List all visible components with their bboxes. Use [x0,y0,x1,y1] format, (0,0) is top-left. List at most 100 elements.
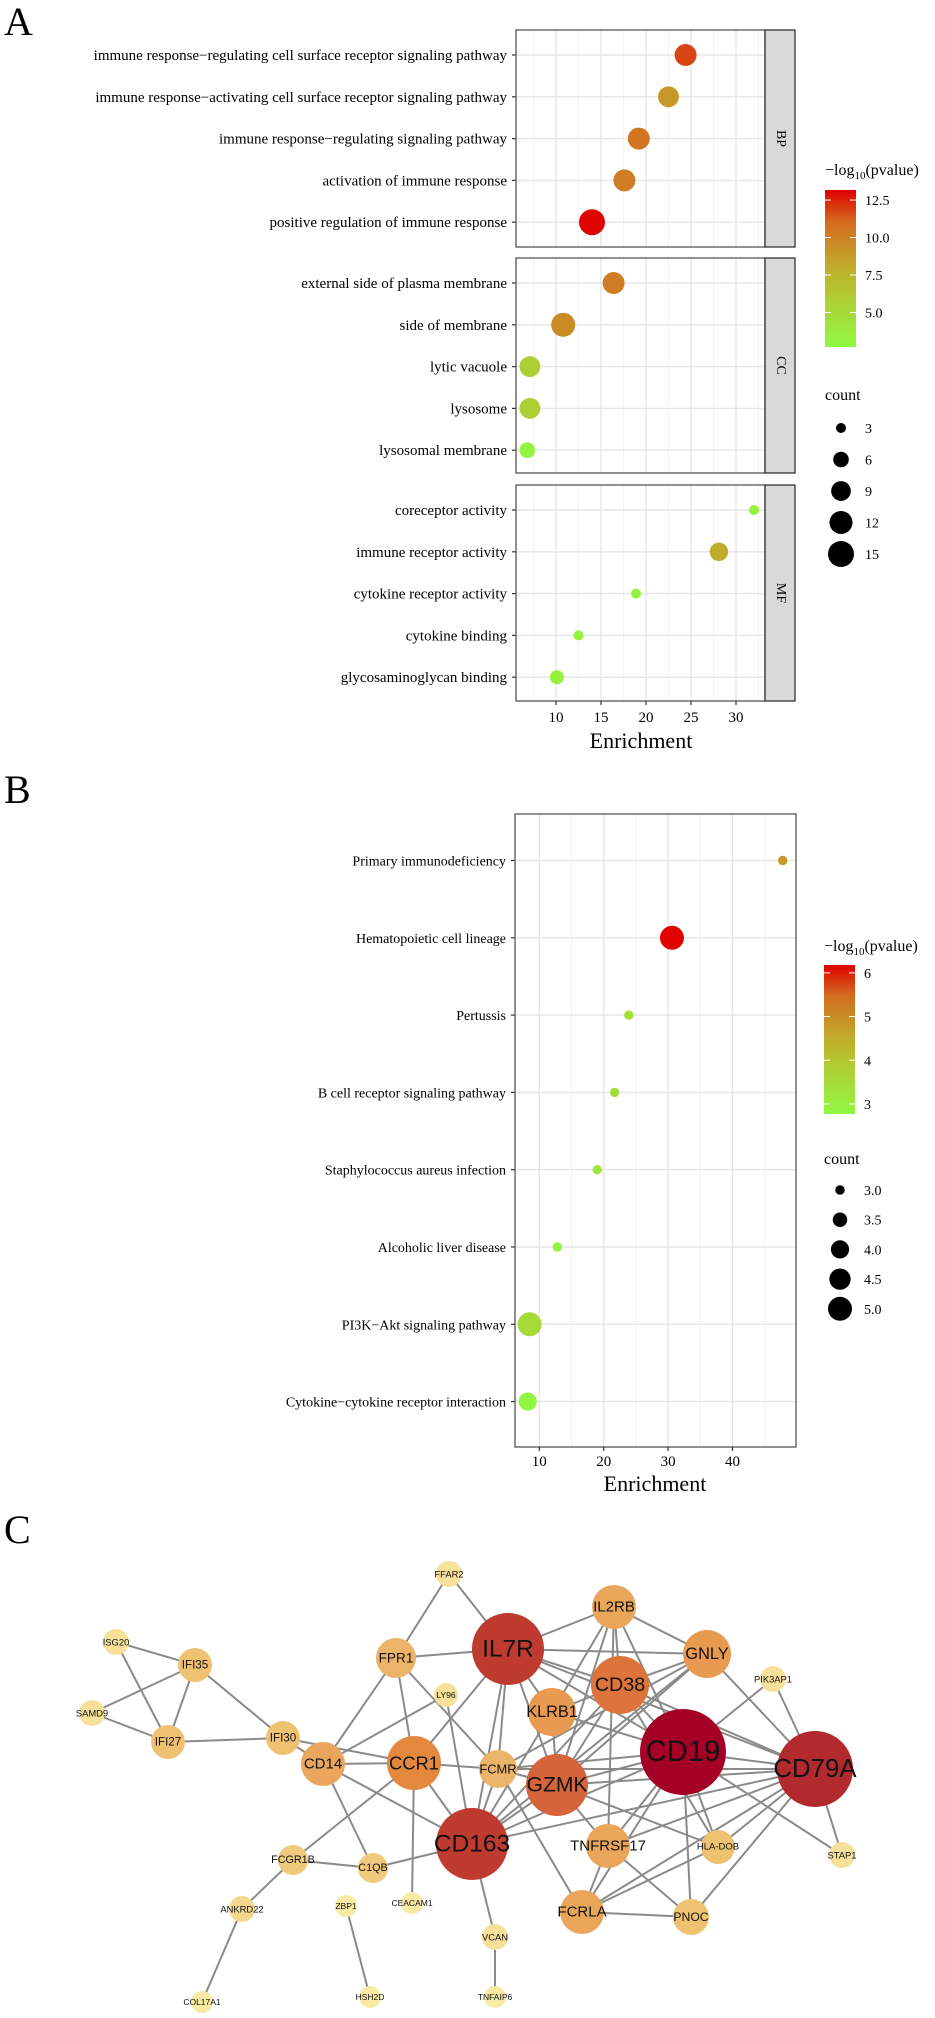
size-legend-dot [836,423,846,433]
edge-gnly-cd163 [471,1653,708,1845]
term-label: immune response−regulating signaling pat… [219,132,507,148]
node-label: KLRB1 [526,1703,578,1721]
node-hla-dob: HLA-DOB [697,1830,739,1864]
node-circle [103,1629,129,1655]
node-label: SAMD9 [76,1708,108,1719]
size-legend-label: 15 [865,548,879,563]
node-il7r: IL7R [472,1613,544,1685]
node-circle [592,1585,636,1629]
node-label: CD19 [646,1736,721,1768]
node-circle [358,1853,388,1883]
size-legend-dot [835,1185,845,1195]
x-tick-label: 10 [532,1454,547,1470]
node-ly96: LY96 [434,1683,458,1707]
node-label: ANKRD22 [220,1904,263,1915]
node-circle [526,1754,588,1816]
node-pik3ap1: PIK3AP1 [754,1666,792,1692]
colorbar-tick-label: 4 [864,1054,871,1069]
node-label: PNOC [673,1910,708,1924]
x-axis-title: Enrichment [590,728,693,753]
data-point [549,670,564,685]
node-label: CD79A [773,1755,857,1783]
node-gzmk: GZMK [526,1754,588,1816]
x-tick-label: 20 [596,1454,611,1470]
node-cd14: CD14 [301,1742,345,1786]
node-cd79a: CD79A [773,1731,857,1807]
data-point [709,542,729,562]
node-label: VCAN [482,1932,508,1943]
data-point [519,356,541,378]
facet-strip-label: CC [773,356,788,375]
node-ceacam1: CEACAM1 [391,1892,433,1914]
data-point [592,1165,602,1175]
node-circle [640,1709,726,1795]
ppi-network: FFAR2 ISG20 IFI35 SAMD9 IFI27 IFI30 FPR1 LY96 IL… [76,1561,857,2013]
facet-strip-label: BP [773,130,788,147]
node-label: PIK3AP1 [754,1674,792,1685]
x-axis-title: Enrichment [604,1471,707,1496]
node-fpr1: FPR1 [376,1638,416,1678]
colorbar-tick-label: 5 [864,1011,871,1026]
node-stap1: STAP1 [827,1842,857,1868]
node-label: C1QB [358,1862,387,1874]
node-il2rb: IL2RB [592,1585,636,1629]
node-label: TNFAIP6 [478,1992,513,2002]
node-col17a1: COL17A1 [183,1991,221,2013]
size-legend-dot [832,1212,848,1227]
node-label: HSH2D [356,1992,385,2002]
term-label: Pertussis [456,1009,506,1024]
size-legend-dot [831,481,851,501]
term-label: lysosome [450,401,507,417]
data-point [624,1010,634,1020]
node-circle [436,1561,462,1587]
edge-ifi35-samd9 [91,1664,196,1714]
edge-ifi35-ifi30 [194,1664,284,1739]
data-point [552,1242,563,1252]
node-label: FCMR [479,1762,516,1777]
node-circle [436,1808,508,1880]
node-circle [191,1991,213,2013]
color-legend-title: −log10(pvalue) [825,162,919,182]
edge-ly96-cd14 [322,1694,447,1765]
data-point [602,272,625,294]
node-circle [528,1688,576,1736]
node-circle [266,1721,300,1755]
node-label: GZMK [527,1774,588,1797]
node-circle [151,1725,185,1759]
network-nodes: FFAR2 ISG20 IFI35 SAMD9 IFI27 IFI30 FPR1 LY96 IL… [76,1561,857,2013]
term-label: immune response−regulating cell surface … [94,48,508,64]
color-legend-title: −log10(pvalue) [824,938,918,958]
edge-fcmr-fcrla [497,1768,583,1913]
node-label: IFI27 [155,1736,181,1749]
plot-background [516,258,765,473]
size-legend-dot [829,510,853,535]
term-label: positive regulation of immune response [270,215,508,231]
edge-fpr1-fcmr [395,1657,499,1770]
facet-strip [764,484,796,702]
term-label: cytokine binding [406,628,508,644]
term-label: activation of immune response [322,173,507,189]
node-circle [278,1845,308,1875]
edge-zbp1-hsh2d [345,1905,371,1998]
size-legend-label: 3 [865,422,872,437]
x-tick-label: 10 [549,710,564,726]
node-circle [387,1736,441,1790]
node-circle [591,1656,649,1714]
data-point [519,442,536,459]
node-circle [586,1824,630,1868]
node-label: IL2RB [593,1599,635,1616]
node-gnly: GNLY [683,1630,731,1678]
data-point [579,209,605,236]
node-label: CD14 [304,1756,342,1773]
node-klrb1: KLRB1 [526,1688,578,1736]
size-legend-label: 6 [865,454,872,469]
size-legend-label: 4.0 [864,1243,882,1258]
data-point [573,630,584,641]
node-circle [701,1830,735,1864]
term-label: B cell receptor signaling pathway [318,1086,506,1101]
node-label: CCR1 [389,1753,439,1774]
facet-strip-label: MF [773,583,788,603]
edge-isg20-ifi27 [115,1641,169,1743]
node-label: ZBP1 [335,1901,357,1911]
data-point [658,86,679,108]
